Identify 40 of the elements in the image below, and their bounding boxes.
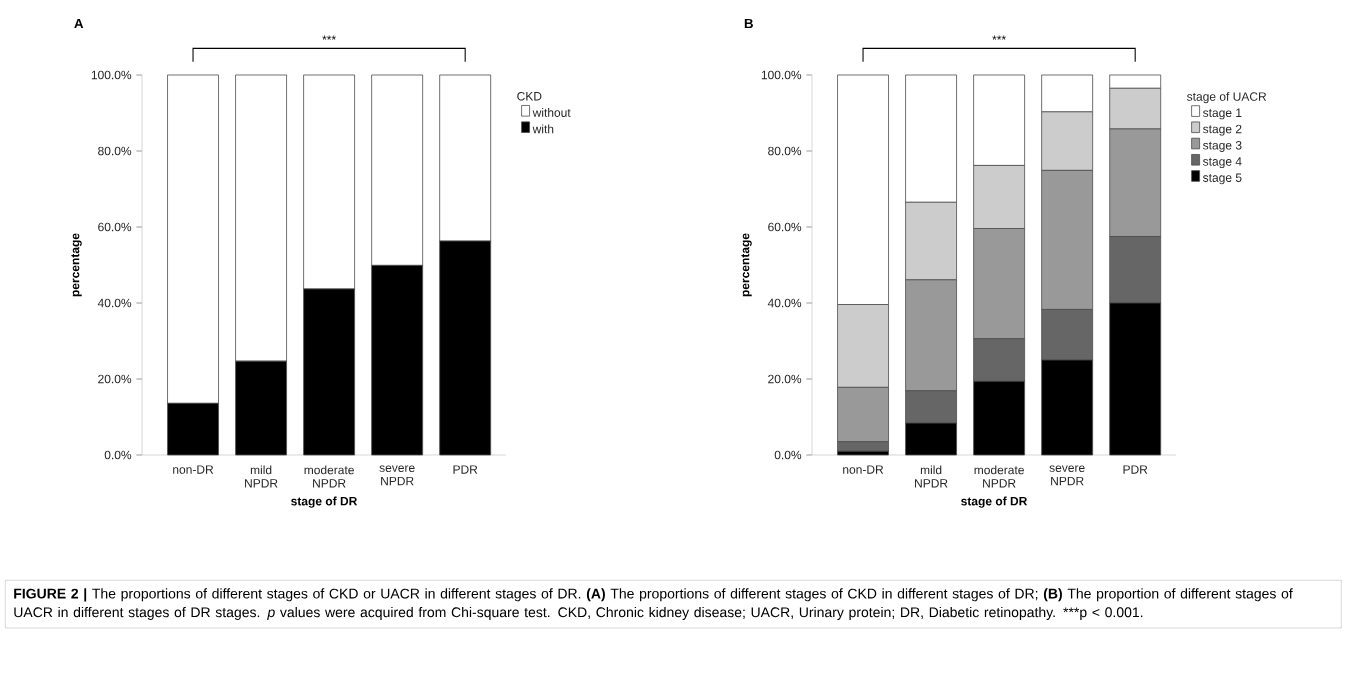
legend-label: with [532,124,554,134]
text: *** [992,35,1006,40]
y-tick-label: 60.0% [768,222,802,232]
x-axis-title: stage of DR [961,496,1028,508]
x-tick-label: PDR [453,465,478,474]
text: FIGURE 2 | The proportions of different stages of CKD or UACR in different stages of DR. (A) The proportions of different stages of CKD in different stages of DR; (B) The proportion of different stages of UACR in different stages of DR stages. p values were acquired from Chi-square test. CKD, Chronic kidney disease; UACR, Urinary protein; DR, Diabetic retinopathy. ***p < 0.001. [14,588,1293,620]
x-tick-label: severe NPDR [379,465,415,486]
legend-title: CKD [517,91,542,101]
text: *** [322,35,336,40]
y-axis-title: percentage [71,233,82,297]
y-tick-label: 80.0% [768,146,802,156]
y-tick-label: 0.0% [104,450,132,460]
x-tick-label: PDR [1123,465,1148,474]
y-tick-label: 20.0% [98,374,132,384]
y-tick-label: 40.0% [767,298,802,308]
y-tick-label: 80.0% [98,146,132,156]
legend-label: stage 1 [1203,108,1242,120]
x-tick-label: non-DR [843,465,884,474]
x-tick-label: severe NPDR [1049,465,1085,486]
y-tick-label: 40.0% [97,298,132,308]
legend-label: stage 5 [1203,173,1242,185]
y-axis-title: percentage [741,233,752,297]
legend-label: stage 2 [1203,124,1242,136]
x-tick-label: mild NPDR [915,465,948,488]
legend-label: stage 4 [1203,157,1242,169]
x-tick-label: moderate NPDR [974,465,1024,488]
legend-label: without [532,108,571,117]
chart-title: B [744,18,753,29]
y-tick-label: 0.0% [774,450,802,460]
x-tick-label: moderate NPDR [304,465,354,488]
legend-title: stage of UACR [1187,92,1267,104]
x-axis-title: stage of DR [291,496,358,508]
y-tick-label: 20.0% [768,374,802,384]
y-tick-label: 100.0% [761,70,802,80]
y-tick-label: 100.0% [91,70,132,80]
legend-label: stage 3 [1203,141,1242,152]
x-tick-label: mild NPDR [245,465,278,488]
x-tick-label: non-DR [173,465,214,474]
y-tick-label: 60.0% [98,222,132,232]
chart-title: A [74,18,84,29]
